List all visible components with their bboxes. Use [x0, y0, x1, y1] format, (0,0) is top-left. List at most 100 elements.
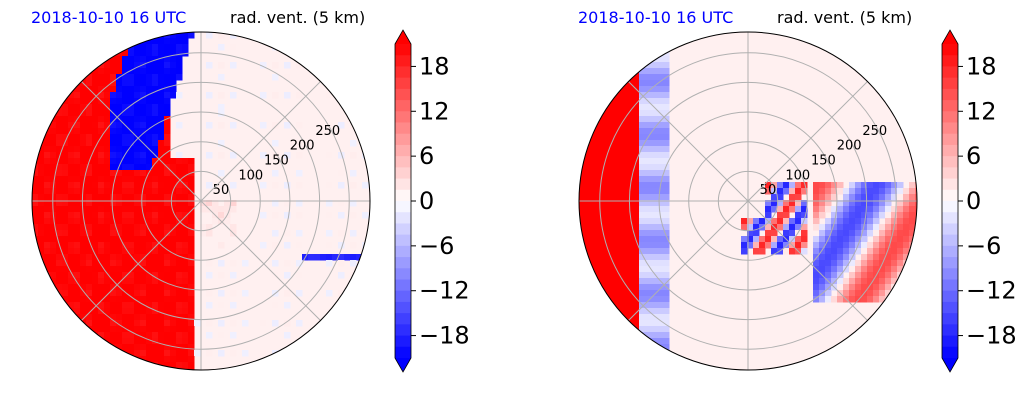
velocity-cell: [68, 146, 75, 153]
velocity-cell: [140, 350, 147, 357]
velocity-cell: [639, 254, 646, 261]
velocity-cell: [68, 236, 75, 243]
velocity-cell: [98, 74, 105, 81]
colorbar-extend-top: [395, 30, 411, 44]
velocity-cell: [68, 230, 75, 237]
velocity-cell: [134, 308, 141, 315]
velocity-cell: [663, 320, 670, 327]
velocity-cell: [92, 218, 99, 225]
velocity-cell: [795, 194, 802, 201]
velocity-cell: [164, 260, 171, 267]
velocity-cell: [825, 194, 832, 201]
panel-variable-title: rad. vent. (5 km): [230, 8, 366, 27]
velocity-cell: [98, 110, 105, 117]
velocity-cell: [38, 236, 45, 243]
velocity-cell: [603, 200, 610, 207]
velocity-cell: [104, 332, 111, 339]
velocity-cell: [230, 290, 237, 297]
velocity-cell: [38, 158, 45, 165]
velocity-cell: [615, 152, 622, 159]
velocity-cell: [861, 272, 868, 279]
velocity-cell: [56, 218, 63, 225]
velocity-cell: [783, 230, 790, 237]
velocity-cell: [140, 218, 147, 225]
velocity-cell: [861, 242, 868, 249]
velocity-cell: [32, 236, 39, 243]
velocity-cell: [182, 326, 189, 333]
velocity-cell: [170, 260, 177, 267]
velocity-cell: [152, 50, 159, 57]
velocity-cell: [152, 158, 159, 165]
colorbar-segment: [942, 346, 958, 359]
velocity-cell: [615, 116, 622, 123]
velocity-cell: [140, 332, 147, 339]
velocity-cell: [152, 44, 159, 51]
velocity-cell: [116, 230, 123, 237]
velocity-cell: [639, 236, 646, 243]
velocity-cell: [591, 242, 598, 249]
velocity-cell: [44, 194, 51, 201]
velocity-cell: [152, 278, 159, 285]
colorbar-segment: [942, 144, 958, 157]
velocity-cell: [152, 326, 159, 333]
velocity-cell: [152, 86, 159, 93]
velocity-cell: [116, 266, 123, 273]
velocity-cell: [110, 338, 117, 345]
velocity-cell: [909, 200, 916, 207]
velocity-cell: [873, 200, 880, 207]
velocity-cell: [639, 278, 646, 285]
velocity-cell: [176, 350, 183, 357]
range-ring-label: 250: [862, 124, 887, 139]
velocity-cell: [759, 248, 766, 255]
velocity-cell: [627, 92, 634, 99]
velocity-cell: [639, 242, 646, 249]
velocity-cell: [621, 218, 628, 225]
velocity-cell: [80, 86, 87, 93]
velocity-cell: [338, 182, 345, 189]
colorbar-segment: [942, 201, 958, 213]
velocity-cell: [110, 248, 117, 255]
velocity-cell: [326, 182, 333, 189]
velocity-cell: [32, 224, 39, 231]
velocity-cell: [128, 152, 135, 159]
velocity-cell: [825, 272, 832, 279]
velocity-cell: [585, 242, 592, 249]
velocity-cell: [603, 236, 610, 243]
velocity-cell: [164, 350, 171, 357]
velocity-cell: [633, 302, 640, 309]
velocity-cell: [128, 320, 135, 327]
velocity-cell: [230, 74, 237, 81]
velocity-cell: [633, 176, 640, 183]
velocity-cell: [609, 134, 616, 141]
velocity-cell: [657, 74, 664, 81]
velocity-cell: [585, 152, 592, 159]
velocity-cell: [284, 140, 291, 147]
velocity-cell: [92, 314, 99, 321]
velocity-cell: [615, 176, 622, 183]
velocity-cell: [110, 80, 117, 87]
velocity-cell: [92, 290, 99, 297]
velocity-cell: [350, 242, 357, 249]
velocity-cell: [176, 68, 183, 75]
velocity-cell: [615, 248, 622, 255]
velocity-cell: [603, 146, 610, 153]
velocity-cell: [338, 212, 345, 219]
velocity-cell: [627, 224, 634, 231]
velocity-cell: [188, 320, 195, 327]
velocity-cell: [116, 206, 123, 213]
velocity-cell: [32, 176, 39, 183]
velocity-cell: [122, 98, 129, 105]
velocity-cell: [116, 272, 123, 279]
velocity-cell: [627, 164, 634, 171]
velocity-cell: [879, 230, 886, 237]
colorbar-segment: [942, 268, 958, 280]
velocity-cell: [92, 164, 99, 171]
velocity-cell: [789, 182, 796, 189]
velocity-cell: [603, 152, 610, 159]
velocity-cell: [158, 134, 165, 141]
velocity-cell: [639, 260, 646, 267]
velocity-cell: [801, 188, 808, 195]
velocity-cell: [843, 200, 850, 207]
velocity-cell: [873, 212, 880, 219]
velocity-cell: [879, 206, 886, 213]
